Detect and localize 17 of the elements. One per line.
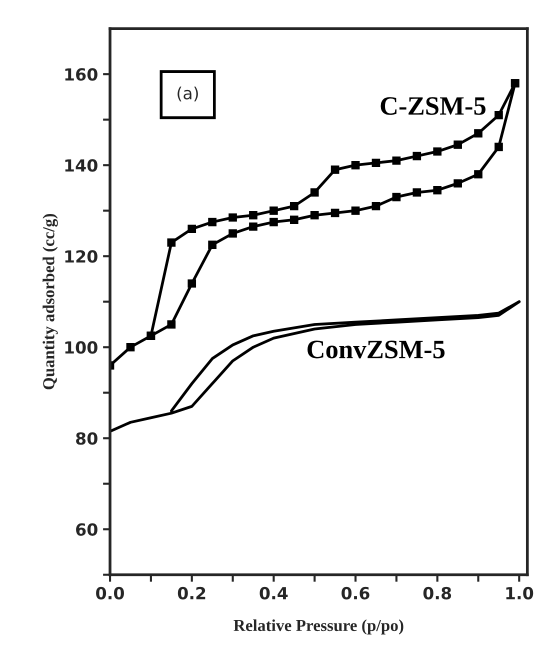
- x-tick-label: 0.6: [342, 586, 370, 600]
- x-axis-title: Relative Pressure (p/po): [234, 619, 404, 634]
- y-tick-label: 120: [65, 250, 98, 263]
- x-tick-label: 1.0: [506, 586, 534, 600]
- x-tick-label: 0.4: [260, 586, 288, 600]
- y-tick-label: 100: [65, 341, 98, 354]
- y-tick-label: 140: [65, 159, 98, 172]
- series-label: C-ZSM-5: [380, 97, 486, 115]
- y-tick-label: 80: [76, 432, 98, 445]
- y-tick-label: 60: [76, 523, 98, 536]
- y-axis-title: Quantity adsorbed (cc/g): [42, 214, 58, 390]
- y-tick-label: 160: [65, 68, 98, 81]
- series-label: ConvZSM-5: [308, 340, 445, 358]
- x-tick-label: 0.8: [423, 586, 452, 600]
- annotation: (a): [178, 86, 198, 102]
- x-tick-label: 0.0: [96, 586, 124, 600]
- x-tick-label: 0.2: [178, 586, 206, 600]
